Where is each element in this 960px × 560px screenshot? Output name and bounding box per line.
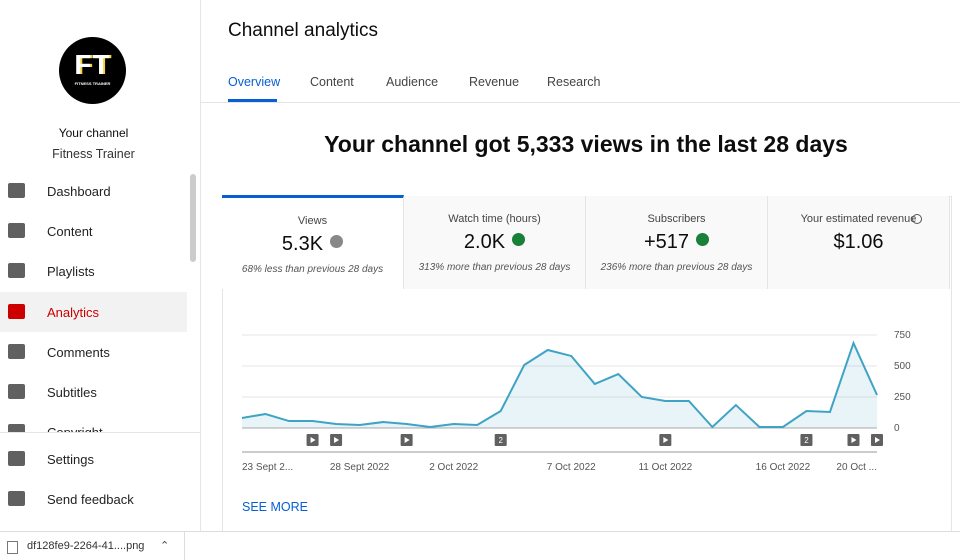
video-play [404, 437, 410, 443]
see-more[interactable]: SEE MORE [242, 500, 308, 514]
event-badge-label: 2 [498, 436, 503, 445]
tab-underline [228, 99, 277, 102]
x-tick-label: 28 Sept 2022 [330, 462, 390, 473]
metric-value: 5.3K [222, 233, 403, 256]
metric-value-text: 2.0K [463, 231, 506, 253]
y-tick-label: 500 [894, 361, 911, 372]
nav-label: Playlists [47, 264, 95, 280]
metric-value-text: $1.06 [833, 231, 884, 253]
y-tick-label: 750 [894, 330, 911, 341]
metric-card[interactable]: Watch time (hours) 2.0K 313% more than pre… [404, 196, 586, 289]
avatar[interactable]: FT FITNESS TRAINER [59, 37, 126, 104]
nav-item[interactable]: Playlists [0, 251, 187, 291]
your-channel: Your channel [58, 126, 129, 140]
file-icon [7, 541, 18, 554]
nav-item[interactable]: Dashboard [0, 171, 187, 211]
header-divider [200, 102, 960, 103]
nav-label: Content [47, 224, 93, 240]
nav-icon [8, 303, 25, 319]
metric-value: $1.06 [768, 231, 949, 254]
info-icon [912, 214, 922, 224]
metric-label: Subscribers [647, 213, 706, 225]
scrollbar[interactable] [190, 174, 196, 262]
metric-value: 2.0K [404, 231, 585, 254]
video-play [310, 437, 316, 443]
nav-item[interactable]: Content [0, 211, 187, 251]
y-tick-label: 250 [894, 392, 911, 403]
nav-label: Dashboard [47, 184, 111, 199]
nav-label: Comments [47, 344, 110, 360]
area [242, 343, 877, 428]
metric-card[interactable]: Subscribers +517 236% more than previous 2… [586, 196, 768, 289]
nav-icon [8, 491, 25, 506]
nav-label: Settings [47, 452, 94, 467]
event-badge [494, 434, 507, 446]
nav-label: Analytics [47, 304, 100, 320]
nav-item[interactable]: Send feedback [0, 479, 187, 519]
x-tick-label: 23 Sept 2... [242, 462, 293, 473]
nav-item[interactable]: Settings [0, 439, 187, 479]
metric-value-text: 5.3K [281, 233, 324, 255]
avatar-text: FT [74, 49, 111, 80]
x-tick-label: 11 Oct 2022 [638, 462, 692, 473]
nav-icon [8, 183, 25, 198]
metric-label: Views [297, 215, 328, 227]
tab[interactable]: Content [310, 75, 354, 89]
nav-item[interactable]: Comments [0, 332, 187, 372]
tab[interactable]: Overview [228, 75, 281, 89]
nav-label: Copyright [47, 425, 103, 432]
event-badge-label: 2 [804, 436, 809, 445]
nav-item[interactable]: Analytics [0, 291, 187, 332]
nav-icon [8, 343, 25, 359]
metric-card[interactable]: Your estimated revenue $1.06 [768, 196, 950, 289]
page-title: Channel analytics [228, 20, 378, 41]
metric-value: +517 [586, 231, 767, 254]
y-tick-label: 0 [894, 423, 900, 434]
x-tick-label: 16 Oct 2022 [756, 462, 811, 473]
sidebar: FT FITNESS TRAINER Your channel Fitness … [0, 0, 201, 531]
nav-item[interactable]: Subtitles [0, 372, 187, 412]
chart: 0 250 500 750 2 2 23 Sept 2... 28 Sept 2022 2 Oc… [241, 330, 911, 473]
nav-item[interactable]: Copyright [0, 412, 187, 432]
metric-label: Your estimated revenue [800, 213, 917, 225]
video-play [851, 437, 857, 443]
trend-icon [696, 233, 710, 246]
trend-icon [330, 235, 344, 248]
video-play [334, 437, 340, 443]
nav-icon [8, 263, 25, 279]
trend-icon [512, 233, 526, 246]
x-tick-label: 20 Oct ... [836, 462, 877, 473]
nav-label: Subtitles [47, 385, 97, 400]
download-bar: df128fe9-2264-41....png ⌃ [0, 531, 960, 560]
nav-icon [8, 424, 25, 432]
video-play [875, 437, 880, 443]
metric-value-text: +517 [643, 231, 690, 253]
channel-name: Fitness Trainer [52, 147, 135, 161]
avatar-subtext: FITNESS TRAINER [74, 81, 111, 86]
divider [0, 432, 200, 433]
nav-icon [8, 384, 25, 399]
metric-note: 313% more than previous 28 days [418, 262, 571, 273]
chevron[interactable]: ⌃ [160, 540, 170, 552]
tab[interactable]: Audience [386, 75, 439, 89]
line [241, 340, 878, 429]
metric-note: 236% more than previous 28 days [600, 262, 753, 273]
event-badge [800, 434, 813, 446]
metric-note: 68% less than previous 28 days [241, 264, 384, 275]
x-tick-label: 7 Oct 2022 [547, 462, 596, 473]
tab[interactable]: Revenue [469, 75, 520, 89]
tab[interactable]: Research [547, 75, 601, 89]
metric-label: Watch time (hours) [448, 213, 541, 225]
download-file[interactable]: df128fe9-2264-41....png [27, 540, 145, 552]
metric-card[interactable]: Views 5.3K 68% less than previous 28 days [222, 195, 404, 289]
x-tick-label: 2 Oct 2022 [429, 462, 478, 473]
headline: Your channel got 5,333 views in the last… [324, 131, 848, 157]
nav-label: Send feedback [47, 492, 134, 507]
video-play [663, 437, 669, 443]
nav-icon [8, 451, 25, 466]
separator [184, 532, 185, 560]
nav-icon [8, 223, 25, 239]
